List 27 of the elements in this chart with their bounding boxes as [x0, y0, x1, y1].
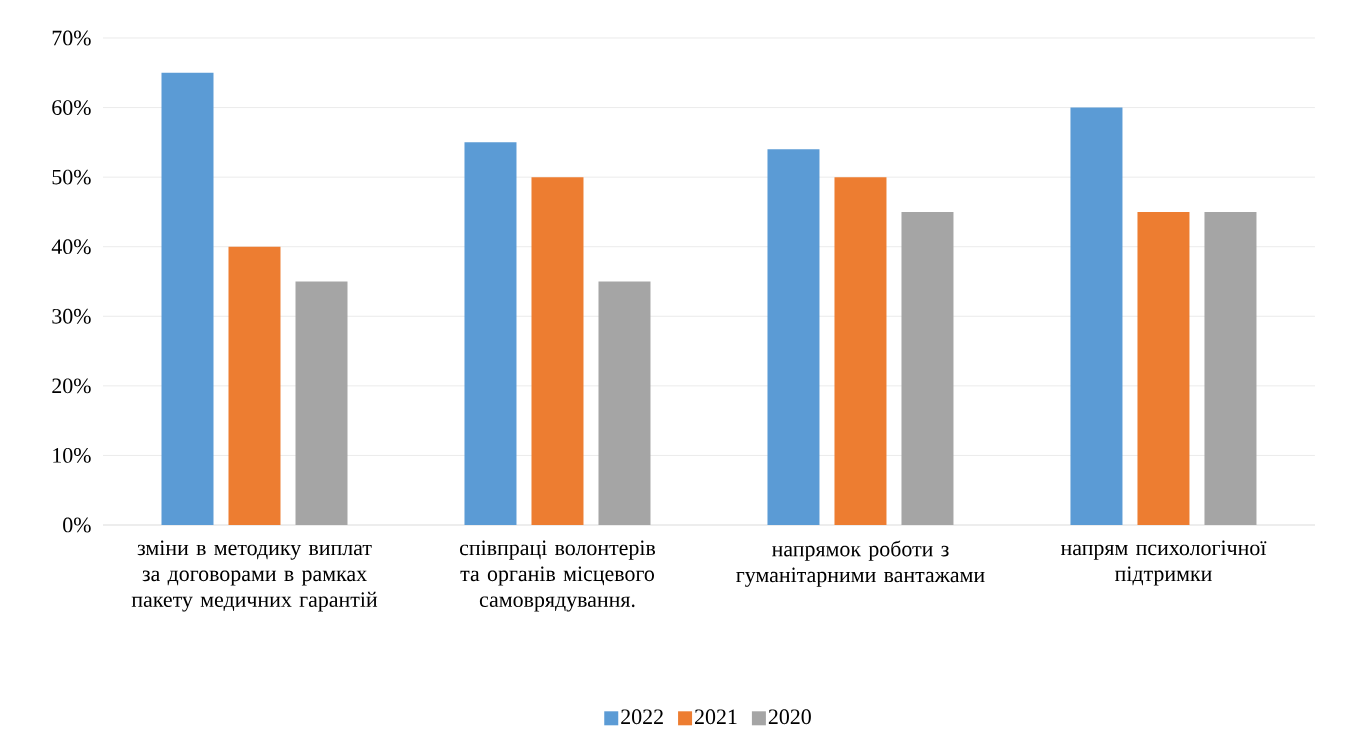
y-tick-label: 70%: [52, 30, 91, 46]
legend-label: 2020: [768, 709, 811, 725]
bar: [295, 281, 348, 525]
bar: [901, 211, 954, 525]
legend-label: 2021: [695, 709, 737, 725]
bar: [1070, 107, 1123, 525]
bar: [1137, 211, 1190, 525]
y-tick-label: 60%: [52, 100, 91, 115]
y-tick-label: 40%: [51, 239, 91, 255]
bar: [834, 177, 887, 525]
legend-label: 2022: [621, 709, 663, 725]
x-tick-label: зміни в методику виплат за договорами в рамках пакету медичних гарантій: [131, 540, 378, 612]
bar: [464, 142, 517, 525]
y-tick-label: 0%: [63, 517, 91, 533]
x-tick-label: напрям психологічної підтримки: [1060, 540, 1267, 586]
bar: [598, 281, 651, 525]
bar: [228, 246, 281, 525]
y-tick-label: 20%: [52, 378, 91, 394]
y-tick-label: 30%: [52, 308, 91, 324]
bar: [161, 72, 214, 525]
y-tick-label: 50%: [52, 169, 91, 185]
x-tick-label: напрямок роботи з гуманітарними вантажами: [736, 540, 985, 587]
bar: [767, 149, 820, 525]
y-tick-label: 10%: [53, 447, 91, 463]
bar: [1204, 211, 1257, 525]
x-tick-label: співпраці волонтерів та органів місцевого самоврядування.: [459, 540, 656, 612]
bar: [531, 177, 584, 525]
